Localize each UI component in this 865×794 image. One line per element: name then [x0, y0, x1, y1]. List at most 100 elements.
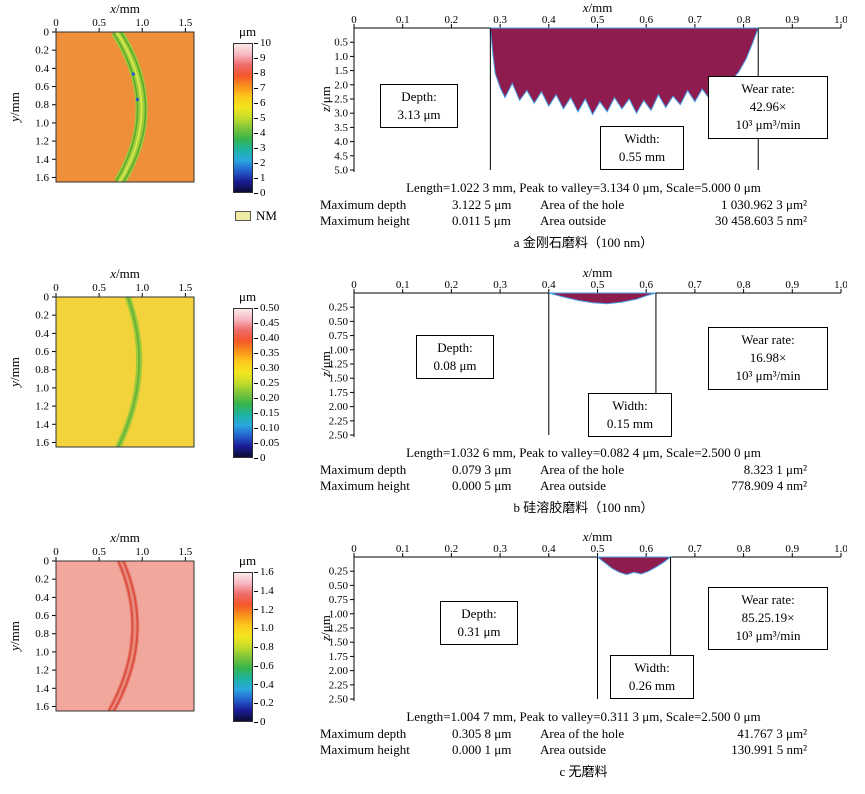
wear-rate-unit: 10³ μm³/min [735, 628, 801, 644]
wear-rate-annotation-box: Wear rate: 16.98× 10³ μm³/min [708, 327, 828, 390]
colorbar-tick-label: 0.2 [254, 697, 274, 709]
svg-text:0.5: 0.5 [591, 543, 605, 555]
svg-text:1.6: 1.6 [35, 172, 49, 184]
svg-text:0: 0 [351, 14, 357, 26]
svg-text:1.50: 1.50 [329, 637, 349, 649]
max-height-label: Maximum height [320, 742, 410, 757]
svg-text:2.50: 2.50 [329, 694, 349, 706]
svg-text:1.5: 1.5 [179, 17, 193, 29]
depth-annotation-box: Depth: 3.13 μm [380, 84, 458, 129]
svg-text:1.0: 1.0 [834, 279, 847, 291]
colorbar-tick-label: 4 [254, 127, 271, 139]
svg-text:0.5: 0.5 [92, 282, 106, 294]
surface-heatmap-b: x/mm 0 0.5 1.0 1.5 0 0.2 0.4 0.6 0.8 1.0 1.2 1.4 1.6 y… [8, 267, 195, 449]
profile-chart-c: x/mm 0 0.1 0.2 0.3 0.4 0.5 0.6 0.7 0.8 0.9 1.0 0.25 0… [320, 531, 847, 705]
hole-area-label: Area of the hole [540, 197, 625, 212]
svg-text:1.2: 1.2 [35, 401, 49, 413]
wear-rate-value: 16.98× [749, 350, 787, 366]
svg-text:0.5: 0.5 [92, 546, 106, 558]
svg-text:0.25: 0.25 [329, 566, 349, 578]
svg-text:0.6: 0.6 [639, 543, 653, 555]
measurement-stats: Length=1.004 7 mm, Peak to valley=0.311 … [320, 709, 847, 758]
wear-rate-value: 85.25.19× [741, 610, 795, 626]
width-label: Width: [634, 660, 670, 675]
map-image [56, 297, 194, 447]
colorbar-tick-label: 0.45 [254, 317, 279, 329]
panel-caption: a 金刚石磨料（100 nm） [513, 235, 654, 250]
svg-text:x/mm: x/mm [109, 2, 140, 16]
svg-text:1.2: 1.2 [35, 665, 49, 677]
svg-text:0.7: 0.7 [688, 14, 702, 26]
svg-text:0.1: 0.1 [396, 543, 410, 555]
svg-text:0.4: 0.4 [35, 328, 49, 340]
profile-plot-wrap: x/mm 0 0.1 0.2 0.3 0.4 0.5 0.6 0.7 0.8 0.9 1.0 0.25 0… [320, 267, 847, 441]
wear-rate-value: 42.96× [749, 99, 787, 115]
svg-text:y/mm: y/mm [8, 357, 22, 389]
svg-text:0.6: 0.6 [35, 610, 49, 622]
outside-area-value: 30 458.603 5 nm² [714, 213, 807, 228]
outside-area-label: Area outside [540, 478, 607, 493]
colorbar-body: 1.6 1.4 1.2 1.0 0.8 0.6 0.4 0.2 0 [233, 566, 308, 728]
svg-text:1.75: 1.75 [329, 651, 349, 663]
max-height-value: 0.000 5 μm [452, 478, 512, 493]
svg-text:0.2: 0.2 [445, 279, 459, 291]
svg-text:0.2: 0.2 [35, 45, 49, 57]
svg-text:1.00: 1.00 [329, 608, 349, 620]
svg-text:0.5: 0.5 [334, 37, 348, 49]
svg-text:0: 0 [44, 556, 50, 568]
wear-rate-label: Wear rate: [741, 332, 795, 347]
colorbar-tick-label: 0.10 [254, 422, 279, 434]
colorbar-tick-label: 0.05 [254, 437, 279, 449]
svg-text:0: 0 [44, 27, 50, 39]
width-annotation-box: Width: 0.15 mm [588, 393, 672, 438]
map-border [55, 560, 195, 712]
width-label: Width: [624, 131, 660, 146]
surface-heatmap-a: x/mm 0 0.5 1.0 1.5 0 0.2 0.4 0.6 0.8 1.0 1.2 1.4 1.6 y… [8, 2, 195, 184]
colorbar-gradient [233, 572, 253, 722]
svg-text:2.50: 2.50 [329, 430, 349, 442]
panel-row-a: x/mm 0 0.5 1.0 1.5 0 0.2 0.4 0.6 0.8 1.0 1.2 1.4 1.6 y… [0, 2, 865, 266]
profile-plot-wrap: x/mm 0 0.1 0.2 0.3 0.4 0.5 0.6 0.7 0.8 0.9 1.0 0.5 1.… [320, 2, 847, 176]
svg-text:1.0: 1.0 [35, 382, 49, 394]
profile-panel-c: x/mm 0 0.1 0.2 0.3 0.4 0.5 0.6 0.7 0.8 0.9 1.0 0.25 0… [320, 531, 860, 780]
svg-text:2.00: 2.00 [329, 665, 349, 677]
colorbar-tick-label: 8 [254, 67, 271, 79]
svg-text:0.8: 0.8 [737, 279, 751, 291]
svg-text:5.0: 5.0 [334, 165, 348, 177]
svg-text:0: 0 [53, 546, 59, 558]
hole-area-value: 1 030.962 3 μm² [721, 197, 807, 212]
svg-text:2.00: 2.00 [329, 401, 349, 413]
colorbar-gradient [233, 308, 253, 458]
colorbar-tick-label: 0.25 [254, 377, 279, 389]
hole-area-label: Area of the hole [540, 462, 625, 477]
max-depth-label: Maximum depth [320, 197, 407, 212]
svg-text:x/mm: x/mm [109, 267, 140, 281]
colorbar-tick-label: 0.15 [254, 407, 279, 419]
colorbar-tick-label: 6 [254, 97, 271, 109]
svg-text:0.7: 0.7 [688, 543, 702, 555]
max-height-label: Maximum height [320, 478, 410, 493]
depth-annotation-box: Depth: 0.08 μm [416, 335, 494, 380]
wear-rate-annotation-box: Wear rate: 85.25.19× 10³ μm³/min [708, 587, 828, 650]
profile-plot-wrap: x/mm 0 0.1 0.2 0.3 0.4 0.5 0.6 0.7 0.8 0.9 1.0 0.25 0… [320, 531, 847, 705]
svg-text:0: 0 [53, 17, 59, 29]
width-value: 0.15 mm [606, 416, 654, 432]
colorbar-nm-legend: NM [235, 208, 308, 224]
colorbar-body: 10 9 8 7 6 5 4 3 2 1 0 [233, 37, 308, 199]
panel-row-c: x/mm 0 0.5 1.0 1.5 0 0.2 0.4 0.6 0.8 1.0 1.2 1.4 1.6 y… [0, 531, 865, 794]
colorbar-tick-label: 10 [254, 37, 271, 49]
svg-text:1.6: 1.6 [35, 701, 49, 713]
colorbar-tick-label: 5 [254, 112, 271, 124]
svg-text:0.8: 0.8 [35, 364, 49, 376]
svg-text:0.25: 0.25 [329, 302, 349, 314]
svg-text:x/mm: x/mm [582, 267, 613, 280]
outside-area-value: 778.909 4 nm² [731, 478, 807, 493]
depth-value: 0.08 μm [433, 358, 477, 374]
svg-text:0.4: 0.4 [542, 14, 556, 26]
svg-text:2.0: 2.0 [334, 79, 348, 91]
stats-grid: Maximum depth 0.305 8 μm Area of the hol… [320, 726, 847, 758]
colorbar-unit-label: μm [239, 289, 257, 304]
svg-text:0.2: 0.2 [35, 574, 49, 586]
panel-caption: b 硅溶胶磨料（100 nm） [513, 500, 654, 515]
colorbar-tick-label: 1.4 [254, 585, 274, 597]
